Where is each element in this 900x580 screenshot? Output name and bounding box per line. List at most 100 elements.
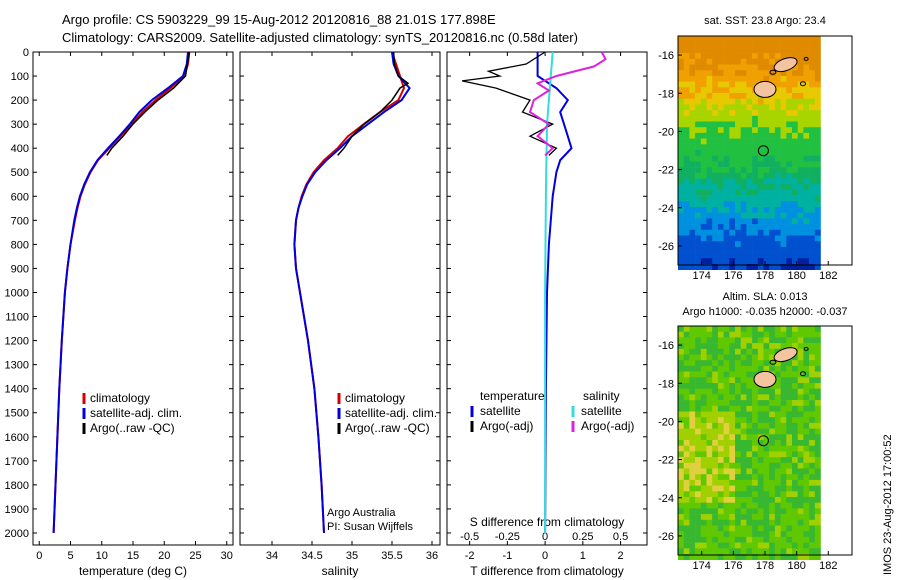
heatmap-cell [729,75,736,82]
heatmap-cell [740,47,747,54]
heatmap-cell [700,115,707,122]
heatmap-cell [706,434,713,441]
heatmap-cell [712,155,719,162]
heatmap-cell [746,218,753,225]
heatmap-cell [780,75,787,82]
heatmap-cell [763,258,770,265]
heatmap-cell [683,87,690,94]
heatmap-cell [780,388,787,395]
heatmap-cell [769,502,776,509]
heatmap-cell [774,121,781,128]
heatmap-cell [678,58,684,65]
heatmap-cell [678,212,684,219]
heatmap-cell [809,127,816,134]
heatmap-cell [757,138,764,145]
secondary-tick-label: -0.5 [460,531,479,543]
heatmap-cell [683,365,690,372]
heatmap-cell [792,502,798,509]
island-small [769,69,777,75]
y-tick-label: 1400 [5,384,29,396]
heatmap-cell [797,235,804,242]
heatmap-cell [763,184,770,191]
heatmap-cell [763,150,770,156]
heatmap-cell [786,195,793,202]
heatmap-cell [809,144,816,151]
heatmap-cell [752,434,759,441]
heatmap-cell [786,468,793,475]
heatmap-cell [740,411,747,418]
heatmap-cell [809,485,816,492]
heatmap-cell [740,64,747,71]
heatmap-cell [740,144,747,151]
heatmap-cell [695,411,702,418]
heatmap-cell [700,235,707,242]
heatmap-cell [678,235,684,242]
heatmap-cell [769,138,776,145]
heatmap-cell [809,354,816,361]
argo-position-marker [757,145,769,157]
heatmap-cell [700,121,707,128]
heatmap-cell [700,36,707,42]
heatmap-cell [746,485,753,492]
map-title: Altim. SLA: 0.013 [723,291,808,303]
heatmap-cell [735,462,741,469]
heatmap-cell [706,64,713,71]
heatmap-cell [757,326,764,332]
heatmap-cell [803,41,810,48]
heatmap-cell [752,445,759,452]
heatmap-cell [797,184,804,191]
heatmap-cell [689,548,696,555]
heatmap-cell [769,212,776,219]
heatmap-cell [712,53,719,60]
heatmap-cell [769,457,776,464]
heatmap-cell [792,485,798,492]
heatmap-cell [786,337,793,344]
heatmap-cell [678,252,684,259]
heatmap-cell [786,189,793,196]
heatmap-cell [792,519,798,526]
heatmap-cell [689,161,696,168]
heatmap-cell [774,184,781,191]
heatmap-cell [786,383,793,389]
heatmap-cell [712,36,719,42]
heatmap-cell [774,195,781,202]
y-tick-label: 1000 [5,287,29,299]
heatmap-cell [746,241,753,248]
heatmap-cell [780,491,787,498]
heatmap-cell [723,468,730,475]
heatmap-cell [695,258,702,265]
heatmap-cell [757,132,764,139]
heatmap-cell [769,246,776,253]
heatmap-cell [814,138,821,145]
heatmap-cell [723,422,730,429]
heatmap-cell [774,519,781,526]
heatmap-cell [723,417,730,424]
heatmap-cell [735,531,741,538]
heatmap-cell [803,195,810,202]
heatmap-cell [814,491,821,498]
heatmap-cell [792,150,798,156]
heatmap-cell [678,400,684,407]
heatmap-cell [763,235,770,242]
heatmap-cell [803,428,810,435]
heatmap-cell [797,337,804,344]
heatmap-cell [769,121,776,128]
heatmap-cell [695,462,702,469]
heatmap-cell [763,224,770,231]
heatmap-cell [712,87,719,94]
heatmap-cell [717,115,724,122]
heatmap-cell [706,127,713,134]
heatmap-cell [774,405,781,412]
heatmap-cell [678,195,684,202]
x-tick-label: 174 [693,560,711,572]
heatmap-cell [814,354,821,361]
heatmap-cell [780,41,787,48]
heatmap-cell [757,172,764,179]
heatmap-cell [786,457,793,464]
heatmap-cell [695,337,702,344]
heatmap-cell [809,508,816,515]
heatmap-cell [706,371,713,378]
heatmap-cell [746,121,753,128]
heatmap-cell [814,445,821,452]
heatmap-cell [723,348,730,355]
